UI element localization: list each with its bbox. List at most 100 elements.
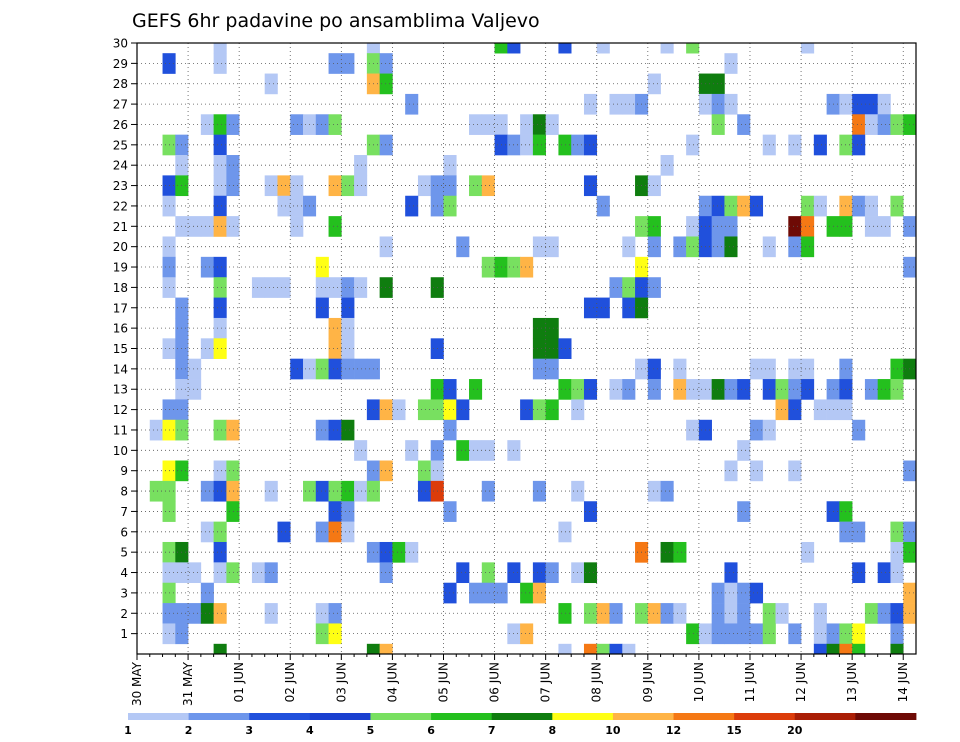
heatmap-cell — [328, 419, 342, 441]
heatmap-cell — [341, 521, 355, 543]
y-tick-label: 27 — [113, 98, 128, 112]
heatmap-cell — [890, 379, 904, 400]
y-tick-label: 10 — [113, 444, 128, 458]
heatmap-cell — [341, 358, 355, 380]
heatmap-cell — [737, 440, 751, 461]
x-axis-ticks: 30 MAY 31 MAY 01 JUN 02 JUN 03 JUN 04 JUN 05 J… — [130, 654, 910, 706]
heatmap-cell — [673, 603, 687, 624]
x-tick-label: 04 JUN — [385, 662, 399, 702]
heatmap-cell — [341, 338, 355, 359]
heatmap-cell — [213, 603, 227, 624]
heatmap-cell — [328, 480, 342, 502]
heatmap-cell — [660, 43, 674, 54]
heatmap-cell — [188, 562, 202, 584]
y-tick-label: 19 — [113, 261, 128, 275]
heatmap-cell — [226, 419, 240, 441]
heatmap-cell — [724, 623, 738, 645]
heatmap-cell — [673, 358, 687, 380]
heatmap-cell — [226, 501, 240, 522]
y-tick-label: 11 — [113, 423, 128, 437]
heatmap-cell — [673, 236, 687, 258]
heatmap-cell — [188, 379, 202, 400]
heatmap-cell — [749, 582, 764, 604]
heatmap-cell — [532, 236, 546, 258]
heatmap-cell — [354, 175, 368, 197]
heatmap-cell — [494, 43, 508, 54]
heatmap-cell — [200, 603, 214, 624]
colorbar-swatch — [249, 713, 311, 720]
heatmap-cell — [481, 256, 495, 278]
heatmap-cell — [737, 623, 751, 645]
heatmap-cell — [520, 114, 534, 135]
y-tick-label: 1 — [120, 627, 128, 641]
heatmap-cell — [417, 399, 432, 421]
chart-title: GEFS 6hr padavine po ansamblima Valjevo — [132, 10, 540, 32]
colorbar-label: 12 — [666, 724, 681, 737]
heatmap-cell — [890, 623, 904, 645]
heatmap-cell — [583, 603, 598, 624]
colorbar-label: 4 — [306, 724, 314, 737]
heatmap-cell — [532, 562, 546, 584]
heatmap-cell — [788, 623, 802, 645]
heatmap-cell — [443, 195, 457, 217]
heatmap-cell — [532, 358, 546, 380]
heatmap-cell — [226, 216, 240, 237]
colorbar-label: 3 — [245, 724, 253, 737]
heatmap-cell — [864, 114, 878, 135]
heatmap-cell — [890, 195, 904, 217]
heatmap-cell — [647, 480, 661, 502]
heatmap-cell — [660, 541, 674, 563]
x-tick-label: 14 JUN — [896, 662, 910, 702]
heatmap-cell — [213, 297, 227, 319]
heatmap-cell — [724, 460, 738, 482]
heatmap-cell — [213, 643, 227, 655]
heatmap-cell — [354, 480, 368, 502]
heatmap-cell — [213, 317, 227, 339]
heatmap-cell — [877, 114, 891, 135]
heatmap-cell — [315, 277, 329, 298]
heatmap-cell — [379, 399, 393, 421]
heatmap-cell — [481, 440, 495, 461]
heatmap-cell — [226, 114, 240, 135]
heatmap-cell — [686, 236, 700, 258]
heatmap-cell — [290, 114, 304, 135]
y-tick-label: 8 — [120, 485, 128, 499]
heatmap-cell — [213, 541, 227, 563]
heatmap-cell — [264, 562, 278, 584]
heatmap-cell — [341, 480, 355, 502]
heatmap-cell — [379, 460, 393, 482]
heatmap-cell — [647, 175, 661, 197]
heatmap-cell — [558, 603, 572, 624]
heatmap-cell — [469, 379, 483, 400]
colorbar-swatch — [612, 713, 674, 720]
heatmap-cell — [443, 175, 457, 197]
colorbar-label: 6 — [427, 724, 435, 737]
heatmap-cell — [737, 379, 751, 400]
heatmap-cell — [532, 114, 546, 135]
x-tick-label: 11 JUN — [743, 662, 757, 702]
y-tick-label: 30 — [113, 37, 128, 51]
heatmap-cell — [864, 379, 878, 400]
heatmap-cell — [749, 419, 764, 441]
heatmap-cell — [660, 480, 674, 502]
heatmap-cell — [801, 236, 815, 258]
x-tick-label: 06 JUN — [488, 662, 502, 702]
heatmap-cell — [341, 53, 355, 74]
heatmap-cell — [379, 73, 393, 95]
heatmap-cell — [711, 73, 725, 95]
heatmap-cell — [749, 358, 764, 380]
heatmap-cell — [801, 358, 815, 380]
heatmap-cell — [200, 256, 214, 278]
heatmap-cell — [813, 195, 827, 217]
heatmap-cell — [315, 114, 329, 135]
heatmap-cell — [213, 175, 227, 197]
heatmap-cell — [583, 134, 598, 156]
x-tick-label: 13 JUN — [845, 662, 859, 702]
heatmap-cell — [328, 521, 342, 543]
heatmap-cell — [507, 43, 521, 54]
heatmap-cell — [290, 358, 304, 380]
heatmap-cell — [660, 603, 674, 624]
heatmap-cell — [801, 216, 815, 237]
heatmap-cell — [622, 643, 636, 655]
